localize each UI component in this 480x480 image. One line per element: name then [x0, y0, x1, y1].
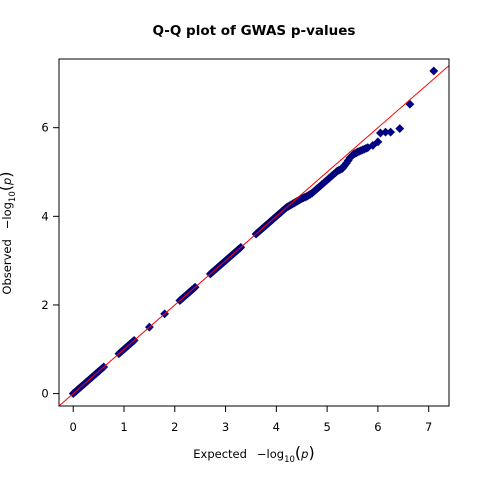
x-tick-label: 4 [273, 420, 280, 434]
y-axis-ticks: 0 2 4 6 [41, 121, 59, 401]
reference-line [59, 65, 449, 406]
data-point [386, 127, 396, 137]
y-tick-label: 0 [41, 387, 48, 401]
x-axis-ticks: 0 1 2 3 4 5 6 7 [70, 406, 432, 434]
data-point [395, 124, 405, 134]
plot-frame [58, 58, 450, 407]
data-points [68, 66, 439, 399]
data-point [429, 66, 439, 76]
x-tick-label: 6 [374, 420, 381, 434]
chart-title: Q-Q plot of GWAS p-values [153, 23, 356, 39]
x-tick-label: 2 [171, 420, 178, 434]
x-tick-label: 1 [120, 420, 127, 434]
data-point [373, 137, 383, 147]
x-tick-label: 7 [425, 420, 432, 434]
data-point [405, 99, 415, 109]
x-tick-label: 5 [323, 420, 330, 434]
y-axis-label: Observed−log10(p) [0, 171, 18, 294]
y-tick-label: 2 [41, 298, 48, 312]
x-tick-label: 0 [70, 420, 77, 434]
x-tick-label: 3 [222, 420, 229, 434]
plot-marks [59, 65, 449, 406]
x-axis-label: Expected −log10(p) [193, 443, 314, 465]
y-tick-label: 6 [41, 121, 48, 135]
y-tick-label: 4 [41, 209, 48, 223]
